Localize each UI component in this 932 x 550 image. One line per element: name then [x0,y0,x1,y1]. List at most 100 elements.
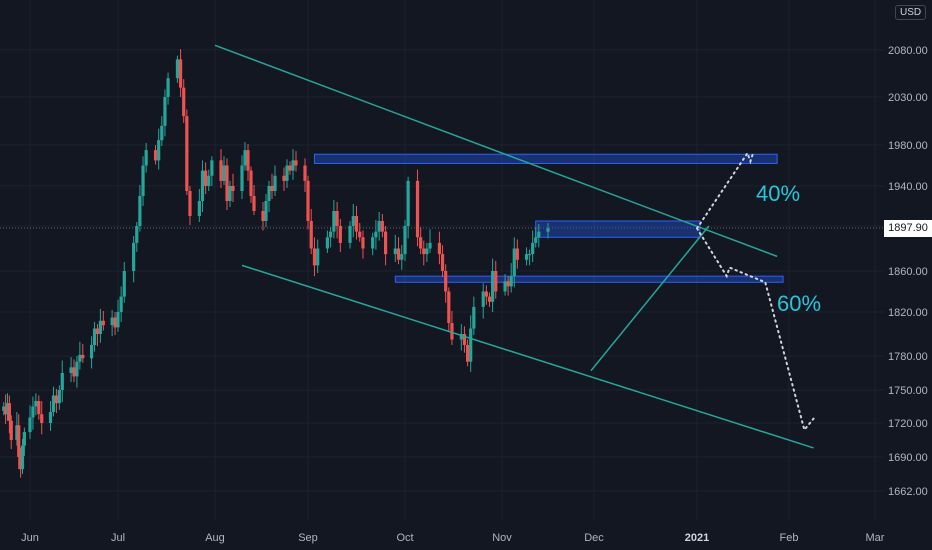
candle-body [425,248,429,255]
candle-body [7,403,11,421]
candle-body [222,165,226,181]
candle-body [484,291,488,297]
candle-body [20,445,25,470]
candle-body [122,271,126,297]
candle-body [5,403,10,415]
candle-body [494,271,498,292]
candle-body [116,312,120,328]
candle-body [261,211,265,221]
candle-body [166,78,170,97]
price-tick-label: 2030.00 [888,92,928,104]
price-tick-label: 1690.00 [888,452,928,464]
candle-body [440,254,445,271]
candle-body [31,406,35,418]
candle-body [153,150,158,161]
candle-body [329,231,333,238]
projection-60-path [696,227,815,432]
zone-rect [313,153,778,164]
candle-body [444,271,448,292]
candle-body [512,248,516,277]
candle-body [138,196,142,226]
candle-body [273,175,277,191]
candle-body [481,291,485,307]
current-price-tag: 1897.90 [884,220,932,237]
candle-body [515,248,519,260]
candle-body [531,242,535,255]
candle-body [358,231,362,238]
candle-body [303,165,307,181]
candle-body [325,237,329,249]
time-axis[interactable]: Jun Jul Aug Sep Oct Nov Dec 2021 Feb Mar [21,532,885,544]
candle-body [175,59,180,79]
candle-body [4,406,8,415]
price-axis[interactable]: 2080.002030.001980.001940.001900.001860.… [888,45,928,498]
candle-body [294,160,298,166]
time-tick-label: Dec [584,532,604,544]
candle-body [403,226,407,255]
candle-body [15,425,19,440]
candle-body [72,367,76,377]
candle-body [546,228,550,232]
candle-body [75,361,79,377]
candle-body [51,395,56,412]
candle-body [270,186,274,191]
candle-body [374,231,378,238]
candle-body [291,160,295,171]
candle-body [534,237,538,243]
candle-body [81,354,85,359]
currency-button[interactable]: USD [895,5,927,20]
candle-body [178,59,183,88]
candle-body [110,317,114,326]
candle-body [40,414,44,423]
candle-body [491,271,495,302]
candles [2,49,550,478]
candle-body [204,170,208,186]
candle-body [113,317,117,328]
candle-body [119,296,123,312]
candle-body [537,231,541,238]
candle-body [249,170,253,196]
candle-body [267,186,271,201]
candle-body [509,276,513,287]
candle-body [95,328,100,334]
candle-body [54,395,58,404]
candle-body [182,87,186,117]
candle-body [2,406,6,411]
projection-40-path [696,151,755,230]
candle-body [135,226,139,243]
annotation-40: 40% [756,181,800,206]
candle-body [188,191,192,216]
time-tick-label: Jul [111,532,125,544]
projection-paths [696,151,815,432]
candle-body [312,248,317,266]
candle-body [419,237,423,249]
candle-body [503,281,507,292]
candle-body [57,390,61,404]
time-tick-label: 2021 [685,532,709,544]
time-tick-label: Mar [866,532,885,544]
annotation-60: 60% [777,291,821,316]
time-tick-label: Sep [298,532,318,544]
candle-body [380,221,384,232]
candle-body [422,248,426,255]
price-tick-label: 1780.00 [888,351,928,363]
candle-body [132,242,136,271]
candle-body [393,248,397,255]
candle-body [361,237,365,249]
candle-body [90,345,94,359]
price-tick-label: 2080.00 [888,45,928,57]
candle-body [348,226,352,243]
candle-body [163,97,167,126]
candle-body [506,281,510,287]
zone-rect [394,275,784,283]
candle-body [447,291,451,323]
candle-body [335,211,339,226]
candle-body [462,334,467,345]
candle-body [34,401,38,407]
price-tick-label: 1720.00 [888,418,928,430]
candle-body [22,432,26,446]
candle-body [231,186,235,191]
candle-body [207,175,211,186]
candle-body [157,140,161,161]
